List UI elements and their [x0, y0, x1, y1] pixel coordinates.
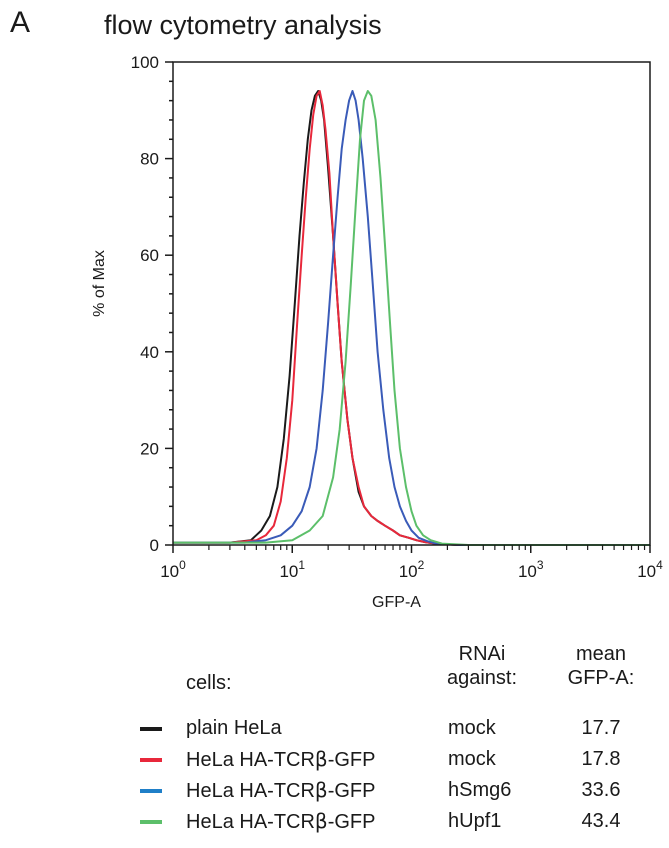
cells-greek: β — [314, 809, 328, 833]
legend-swatch-0 — [140, 727, 162, 731]
header-rnai-line1: RNAi — [458, 643, 506, 665]
cells-text: plain HeLa — [186, 717, 282, 739]
series-line-1 — [173, 90, 650, 546]
x-tick-label-0: 100 — [160, 558, 186, 581]
cells-greek: β — [314, 747, 328, 771]
row-0-mean: 17.7 — [581, 717, 621, 739]
series-line-0 — [173, 90, 650, 546]
plot-area: 0 20 40 60 80 100 100 101 102 103 104 GFP-A % of Max — [91, 53, 663, 611]
header-cells: cells: — [186, 672, 232, 694]
flow-cytometry-histogram: 0 20 40 60 80 100 100 101 102 103 104 GFP-A % of Max — [91, 53, 663, 611]
row-3-rnai: hUpf1 — [448, 810, 502, 832]
x-tick-label-3: 103 — [518, 558, 544, 581]
cells-suffix: -GFP — [327, 811, 376, 833]
row-1-cells: HeLa HA-TCRβ-GFP — [186, 747, 375, 772]
row-1-rnai: mock — [448, 748, 496, 770]
y-tick-label-1: 20 — [140, 439, 159, 458]
cells-greek: β — [314, 778, 328, 802]
row-0-cells: plain HeLa — [186, 716, 282, 740]
y-tick-label-5: 100 — [131, 53, 159, 72]
row-0-rnai: mock — [448, 717, 496, 739]
y-tick-label-4: 80 — [140, 150, 159, 169]
row-3-cells: HeLa HA-TCRβ-GFP — [186, 809, 375, 834]
cells-text: HeLa HA-TCR — [186, 749, 315, 771]
header-mean-line1: mean — [575, 643, 627, 665]
x-tick-label-1: 101 — [279, 558, 305, 581]
header-rnai-line2: against: — [446, 667, 518, 689]
row-2-cells: HeLa HA-TCRβ-GFP — [186, 778, 375, 803]
x-axis-title: GFP-A — [372, 594, 421, 611]
cells-suffix: -GFP — [327, 780, 376, 802]
row-3-mean: 43.4 — [581, 810, 621, 832]
legend-swatch-1 — [140, 758, 162, 762]
panel-letter: A — [10, 6, 31, 39]
x-tick-label-2: 102 — [399, 558, 425, 581]
cells-text: HeLa HA-TCR — [186, 780, 315, 802]
y-tick-label-0: 0 — [150, 536, 159, 555]
y-axis-title: % of Max — [91, 250, 108, 317]
x-tick-label-4: 104 — [637, 558, 663, 581]
legend-swatch-2 — [140, 789, 162, 793]
row-1-mean: 17.8 — [581, 748, 621, 770]
plot-frame — [172, 61, 651, 546]
cells-suffix: -GFP — [327, 749, 376, 771]
chart-title: flow cytometry analysis — [104, 10, 382, 40]
series-line-2 — [173, 90, 650, 546]
row-2-mean: 33.6 — [581, 779, 621, 801]
header-mean-line2: GFP-A: — [567, 667, 635, 689]
row-2-rnai: hSmg6 — [448, 779, 512, 801]
y-tick-label-2: 40 — [140, 343, 159, 362]
legend-swatch-3 — [140, 820, 162, 824]
series-line-3 — [173, 90, 650, 546]
cells-text: HeLa HA-TCR — [186, 811, 315, 833]
y-tick-label-3: 60 — [140, 246, 159, 265]
